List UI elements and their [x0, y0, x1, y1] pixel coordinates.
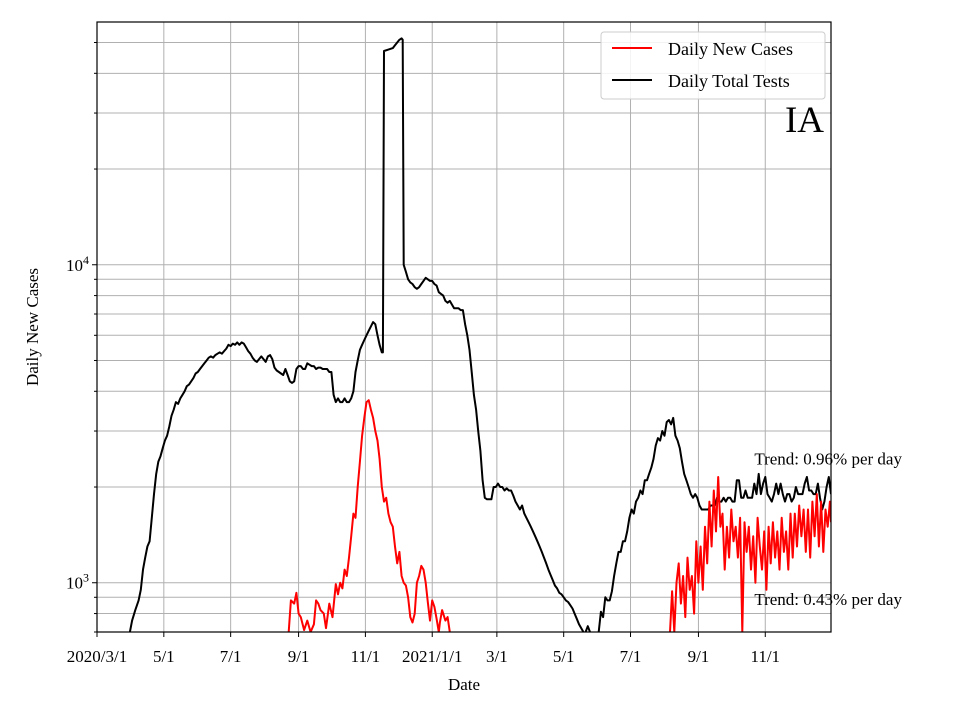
x-tick-label: 11/1: [750, 647, 780, 666]
legend-box: [600, 31, 826, 100]
x-tick-label: 7/1: [220, 647, 242, 666]
state-label: IA: [785, 100, 824, 141]
y-axis: 103 104: [66, 41, 97, 633]
trend-annotation-cases: Trend: 0.96% per day: [754, 450, 902, 469]
y-axis-label: Daily New Cases: [23, 268, 42, 386]
x-tick-label: 9/1: [288, 647, 310, 666]
series-line-daily-total-tests: [128, 37, 585, 632]
x-axis-label: Date: [448, 675, 480, 694]
series-line-daily-new-cases: [669, 476, 831, 632]
x-tick-label: 11/1: [351, 647, 381, 666]
series-line-daily-total-tests: [584, 625, 591, 632]
legend: Daily New Cases Daily Total Tests: [600, 31, 826, 100]
series-line-daily-new-cases: [287, 399, 451, 632]
x-axis: 2020/3/1 5/1 7/1 9/1 11/1 2021/1/1 3/1 5/1 7/1 9/…: [67, 632, 780, 666]
series-lines: [128, 37, 831, 632]
y-tick-label: 103: [66, 571, 89, 593]
x-tick-label: 3/1: [486, 647, 508, 666]
x-tick-label: 5/1: [553, 647, 575, 666]
x-tick-label: 2021/1/1: [402, 647, 462, 666]
x-tick-label: 5/1: [153, 647, 175, 666]
x-tick-label: 7/1: [620, 647, 642, 666]
x-tick-label: 2020/3/1: [67, 647, 127, 666]
legend-label-daily-new-cases: Daily New Cases: [668, 39, 793, 59]
grid-major-lines: [96, 22, 831, 632]
plot-frame: [96, 21, 832, 633]
grid-minor-lines: [97, 41, 831, 633]
x-tick-label: 9/1: [688, 647, 710, 666]
y-tick-label: 104: [66, 253, 89, 275]
trend-annotation-tests: Trend: 0.43% per day: [754, 590, 902, 609]
legend-label-daily-total-tests: Daily Total Tests: [668, 71, 790, 91]
